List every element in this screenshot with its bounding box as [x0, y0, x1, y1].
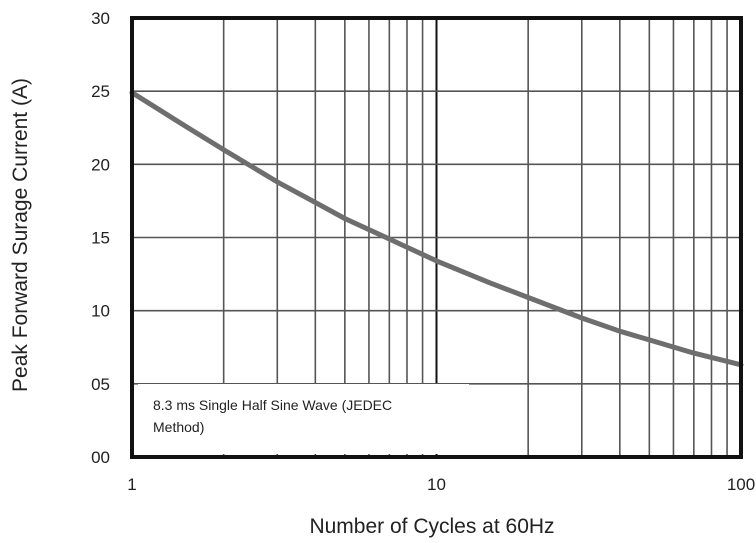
annotation-box: 8.3 ms Single Half Sine Wave (JEDEC Meth… [138, 384, 469, 454]
y-tick-label: 25 [91, 82, 110, 101]
x-tick-label: 10 [427, 475, 446, 494]
annotation-line-1: 8.3 ms Single Half Sine Wave (JEDEC [153, 397, 392, 413]
y-tick-label: 15 [91, 229, 110, 248]
plot-frame [130, 16, 743, 459]
y-tick-label: 20 [91, 155, 110, 174]
y-tick-label: 00 [91, 448, 110, 467]
y-tick-label: 30 [91, 9, 110, 28]
x-tick-label: 100 [727, 475, 755, 494]
series-line [129, 90, 744, 368]
annotation-background [138, 384, 469, 454]
series-lines [129, 90, 744, 368]
x-axis-label: Number of Cycles at 60Hz [309, 515, 554, 538]
x-tick-label: 1 [127, 475, 136, 494]
y-tick-label: 10 [91, 302, 110, 321]
grid-lines [132, 18, 741, 457]
y-axis-label: Peak Forward Surage Current (A) [9, 78, 32, 392]
annotation-line-2: Method) [153, 419, 204, 435]
tick-labels: 00 05 10 15 20 25 30 1 10 100 [91, 9, 755, 494]
y-tick-label: 05 [91, 375, 110, 394]
